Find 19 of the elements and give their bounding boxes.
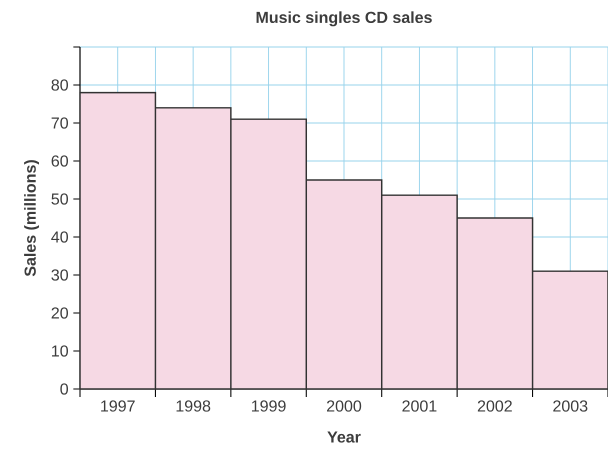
x-tick-label: 1998	[176, 400, 210, 412]
y-tick-label: 70	[52, 117, 68, 129]
x-tick-label: 2003	[553, 400, 588, 412]
y-axis-title: Sales (millions)	[24, 160, 40, 276]
y-tick-label: 80	[52, 79, 68, 91]
y-tick-label: 40	[51, 231, 68, 243]
y-tick-label: 50	[51, 193, 68, 205]
x-tick-label: 2001	[402, 400, 436, 412]
y-tick-label: 60	[52, 155, 68, 167]
y-tick-label: 20	[52, 307, 68, 319]
x-tick-label: 2002	[478, 400, 512, 412]
x-axis-title: Year	[327, 432, 361, 443]
x-tick-label: 1997	[101, 400, 135, 412]
y-tick-label: 0	[60, 383, 68, 395]
x-tick-label: 1999	[252, 400, 286, 412]
chart-title: Music singles CD sales	[256, 11, 432, 26]
y-tick-label: 30	[51, 269, 68, 281]
x-tick-label: 2000	[326, 400, 362, 412]
y-tick-label: 10	[52, 345, 68, 357]
